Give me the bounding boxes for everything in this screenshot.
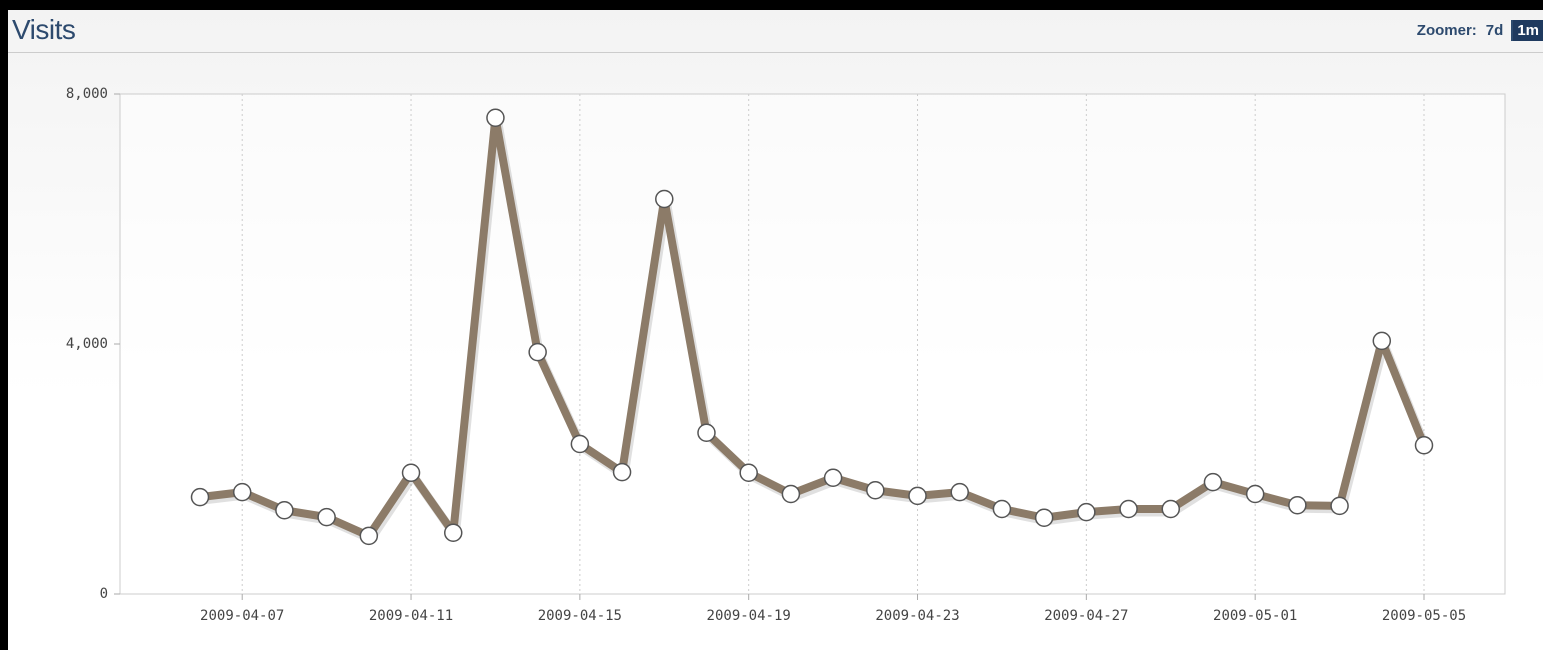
zoomer: Zoomer: 7d 1m: [1417, 20, 1543, 41]
point: [1203, 472, 1223, 492]
y-tick-label: 8,000: [66, 86, 108, 102]
point: [697, 423, 716, 442]
point: [190, 487, 210, 507]
point: [232, 482, 252, 502]
point: [359, 526, 379, 546]
point: [486, 108, 505, 127]
point: [1288, 496, 1307, 515]
plot-area: [119, 93, 1506, 595]
x-tick-label: 2009-04-27: [1044, 608, 1128, 624]
zoomer-label: Zoomer:: [1416, 22, 1477, 39]
chart-title: Visits: [12, 14, 76, 45]
point: [1034, 508, 1054, 527]
x-tick-label: 2009-04-11: [369, 608, 453, 624]
point: [655, 189, 674, 209]
point: [1245, 484, 1265, 504]
point: [570, 434, 590, 454]
x-tick-label: 2009-04-19: [707, 608, 791, 624]
point: [528, 342, 547, 362]
point: [612, 462, 632, 482]
point: [275, 501, 294, 520]
x-tick-label: 2009-04-23: [875, 608, 959, 624]
point: [1161, 499, 1181, 519]
point: [1119, 499, 1138, 519]
point: [1414, 436, 1434, 455]
point: [781, 484, 801, 504]
header-rule: [8, 52, 1543, 53]
x-tick-label: 2009-05-01: [1213, 608, 1297, 624]
point: [866, 481, 885, 500]
point: [1372, 331, 1392, 351]
point: [739, 463, 758, 482]
x-tick-label: 2009-04-15: [538, 608, 622, 624]
point: [1077, 502, 1096, 522]
x-tick-label: 2009-04-07: [200, 608, 284, 624]
point: [950, 482, 969, 502]
point: [443, 523, 463, 542]
point: [401, 463, 421, 482]
point: [317, 507, 336, 527]
point: [823, 468, 843, 487]
zoom-option[interactable]: 1m: [1511, 20, 1543, 41]
x-tick-label: 2009-05-05: [1382, 608, 1466, 624]
y-tick-label: 4,000: [66, 336, 108, 352]
point: [1330, 496, 1349, 516]
point: [992, 499, 1012, 519]
zoom-option[interactable]: 7d: [1485, 22, 1504, 39]
point: [908, 486, 927, 506]
y-tick-label: 0: [100, 586, 108, 602]
